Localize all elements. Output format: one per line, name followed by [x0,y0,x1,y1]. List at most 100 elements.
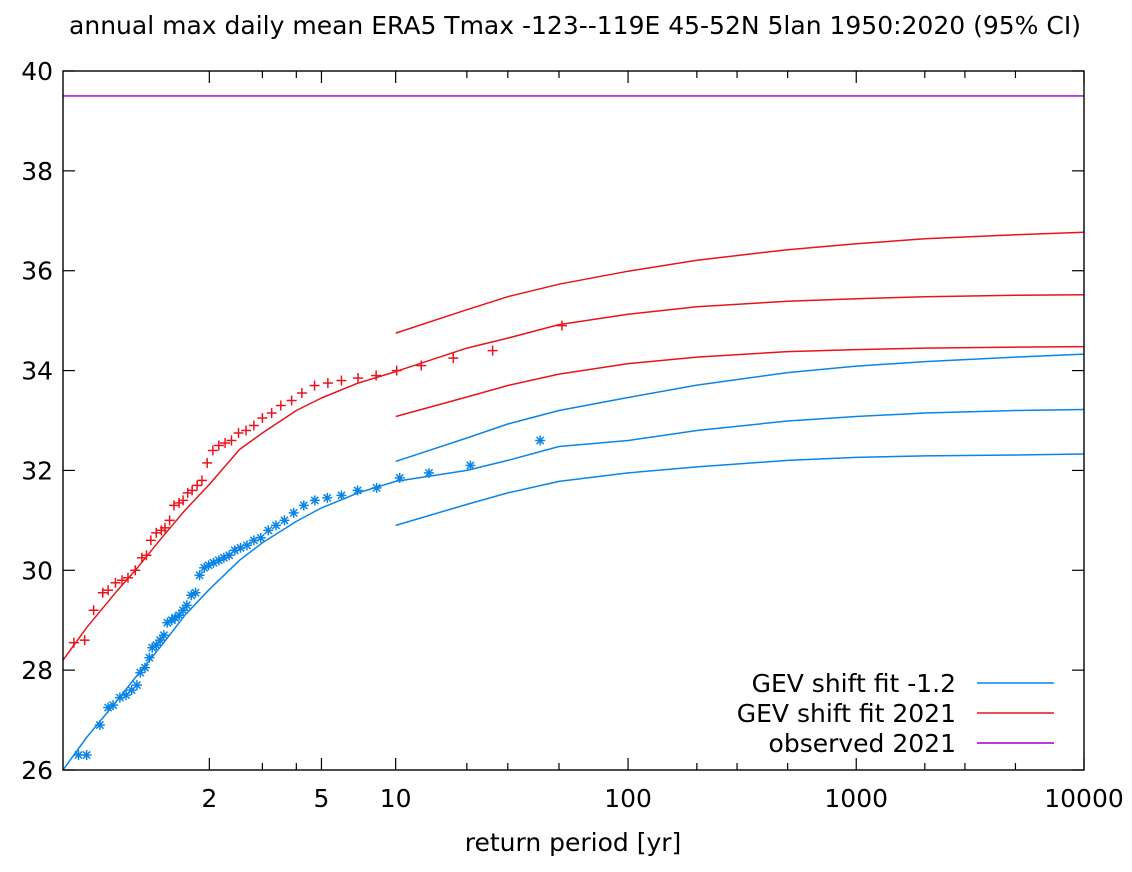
data-point [266,408,277,419]
marker-d2 [395,473,404,483]
data-point [158,630,169,641]
marker-d2 [256,533,265,542]
data-point [190,587,201,598]
data-point [241,425,252,436]
data-point [233,427,244,438]
marker-d2 [140,663,150,672]
marker-d2 [271,521,281,530]
data-point [79,635,90,646]
data-point [94,720,105,731]
data-point [145,535,156,546]
marker-d2 [323,493,332,503]
data-point [248,420,259,431]
x-tick-label: 10000 [1044,784,1124,813]
data-point [288,507,299,518]
data-point [178,495,189,506]
data-point [220,437,231,448]
data-point [144,652,155,663]
data-point [155,635,166,646]
chart-title: annual max daily mean ERA5 Tmax -123--11… [69,11,1081,40]
series-line-gev-shift-fit-2021 [63,370,396,661]
marker-d2 [182,601,191,610]
x-tick-label: 5 [313,784,329,813]
data-point [194,570,205,581]
marker-d2 [299,501,308,510]
data-point [73,750,84,761]
marker-d2 [195,571,204,580]
x-tick-label: 1000 [824,784,888,813]
x-tick-label: 10 [380,784,412,813]
data-point [263,525,274,536]
data-point [170,612,181,623]
data-point [336,490,347,501]
data-point [416,360,427,371]
x-axis-label: return period [yr] [465,828,682,857]
plot-content [63,95,1084,770]
data-point [213,440,224,451]
marker-d2 [280,516,289,525]
y-tick-label: 38 [21,157,53,186]
marker-d2 [178,606,188,615]
series-line-gev-shift-fit-1-2-central [395,408,1084,483]
series-line-gev-shift-fit-1-2 [63,480,396,770]
x-tick-label: 2 [201,784,217,813]
data-point [141,550,152,561]
data-point [257,413,268,424]
series-line-gev-shift-fit-2021-lower [395,345,1084,418]
plot-frame [62,70,1085,771]
marker-d2 [145,653,154,662]
data-point [159,522,170,533]
data-point [181,600,192,611]
marker-d2 [310,496,319,505]
y-tick-label: 40 [21,57,53,86]
data-point [202,457,213,468]
y-tick-label: 26 [21,756,53,785]
y-tick-label: 34 [21,357,53,386]
marker-d2 [353,486,362,495]
data-point [556,320,567,331]
series-line-gev-shift-fit-1-2-upper [395,353,1084,463]
x-tick-label: 100 [604,784,652,813]
marker-d2 [264,526,273,535]
data-point [322,492,333,503]
data-point [108,700,119,711]
marker-d2 [536,436,545,445]
marker-d2 [372,483,381,493]
y-tick-label: 28 [21,656,53,685]
data-point [309,380,320,391]
data-point [182,487,193,498]
data-point [186,590,197,601]
series-line-gev-shift-fit-2021-central [395,293,1084,373]
data-point [151,527,162,538]
legend-label: GEV shift fit -1.2 [752,669,956,698]
data-point [192,480,203,491]
marker-d2 [424,468,434,478]
series-line-gev-shift-fit-2021-upper [395,231,1084,334]
data-point [322,378,333,389]
data-point [168,500,179,511]
marker-d2 [289,508,298,517]
y-tick-label: 30 [21,556,53,585]
data-point [535,435,546,446]
marker-d2 [155,636,165,645]
legend-label: observed 2021 [769,729,956,758]
data-point [296,388,307,399]
data-point [136,552,147,563]
data-point [97,587,108,598]
data-point [110,577,121,588]
data-point [391,365,402,376]
data-point [187,485,198,496]
data-point [196,475,207,486]
data-point [448,353,459,364]
data-point [164,515,175,526]
marker-d2 [242,541,252,550]
y-tick-label: 32 [21,456,53,485]
marker-d2 [174,611,184,620]
y-tick-label: 36 [21,257,53,286]
marker-d2 [191,588,200,597]
data-point [394,472,405,483]
data-point [207,445,218,456]
